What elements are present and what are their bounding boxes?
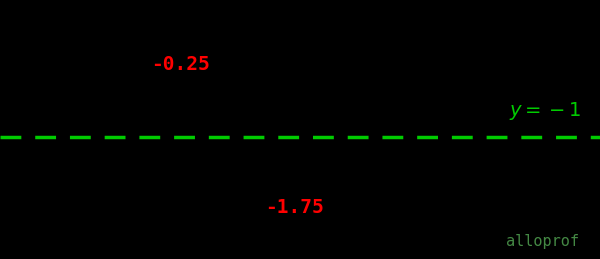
Text: -0.25: -0.25 xyxy=(151,55,209,74)
Text: alloprof: alloprof xyxy=(506,234,579,249)
Text: $y = -1$: $y = -1$ xyxy=(509,100,582,122)
Text: -1.75: -1.75 xyxy=(265,198,323,217)
